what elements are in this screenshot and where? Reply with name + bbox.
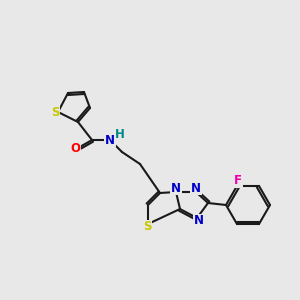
Text: S: S <box>51 106 59 118</box>
Text: O: O <box>70 142 80 154</box>
Text: N: N <box>194 214 204 227</box>
Text: S: S <box>143 220 151 233</box>
Text: N: N <box>105 134 115 146</box>
Text: F: F <box>234 174 242 188</box>
Text: H: H <box>115 128 125 140</box>
Text: N: N <box>191 182 201 194</box>
Text: N: N <box>171 182 181 194</box>
